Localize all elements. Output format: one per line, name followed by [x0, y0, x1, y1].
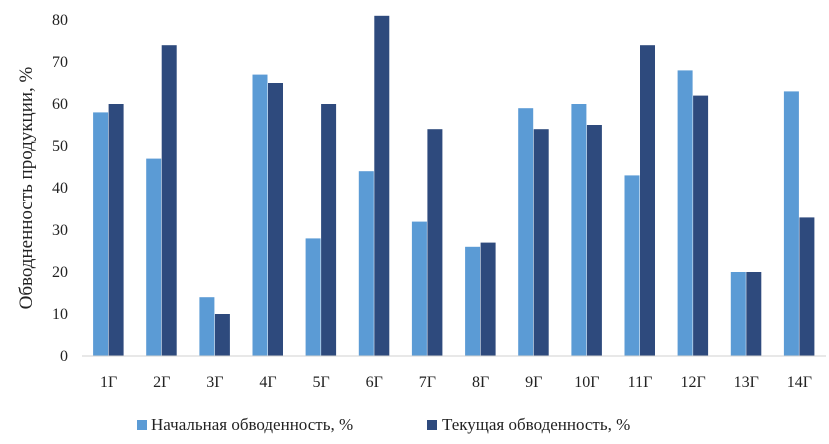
y-axis-title: Обводненность продукции, % [16, 66, 37, 309]
x-tick-label: 13Г [734, 374, 759, 391]
legend-swatch-current [427, 420, 437, 430]
x-tick-label: 10Г [574, 374, 599, 391]
bars-layer [93, 15, 815, 357]
x-tick-label: 6Г [366, 374, 383, 391]
y-tick-label: 40 [52, 180, 68, 197]
bar-initial [358, 171, 374, 356]
bar-initial [199, 297, 215, 356]
bar-current [427, 129, 443, 356]
x-tick-label: 3Г [206, 374, 223, 391]
bar-current [480, 242, 496, 356]
y-tick-label: 50 [52, 138, 68, 155]
legend-label-current: Текущая обводенность, % [442, 415, 630, 434]
bar-initial [624, 175, 640, 356]
bar-initial [146, 158, 162, 356]
bar-initial [411, 221, 427, 356]
bar-current [321, 104, 337, 356]
bar-current [586, 125, 602, 356]
x-tick-labels: 1Г 2Г 3Г 4Г 5Г 6Г 7Г 8Г 9Г 10Г 11Г 12Г 13Г 14Г [100, 374, 812, 391]
y-tick-label: 0 [60, 348, 68, 365]
bar-initial [571, 104, 587, 356]
bar-initial [305, 238, 321, 356]
y-tick-label: 60 [52, 96, 68, 113]
y-tick-label: 70 [52, 54, 68, 71]
bar-initial [465, 246, 481, 356]
x-tick-label: 12Г [680, 374, 705, 391]
legend-label-initial: Начальная обводенность, % [151, 415, 353, 434]
legend: Начальная обводенность, % Текущая обводе… [137, 415, 630, 434]
x-tick-label: 2Г [153, 374, 170, 391]
bar-current [214, 314, 230, 356]
x-tick-label: 5Г [312, 374, 329, 391]
bar-initial [677, 70, 693, 357]
bar-current [374, 15, 390, 357]
bar-current [746, 272, 762, 356]
bar-current [640, 45, 655, 356]
x-tick-label: 9Г [525, 374, 542, 391]
bar-current [161, 45, 177, 356]
bar-initial [518, 108, 534, 356]
y-tick-label: 10 [52, 306, 68, 323]
bar-initial [783, 91, 799, 357]
x-tick-label: 14Г [787, 374, 812, 391]
bar-initial [252, 74, 268, 356]
x-tick-label: 7Г [419, 374, 436, 391]
x-tick-label: 4Г [259, 374, 276, 391]
x-tick-label: 8Г [472, 374, 489, 391]
bar-initial [730, 272, 746, 356]
y-tick-labels: 0 10 20 30 40 50 60 70 80 [52, 12, 68, 365]
y-tick-label: 80 [52, 12, 68, 29]
bar-current [108, 104, 124, 356]
bar-current [268, 83, 283, 356]
x-tick-label: 1Г [100, 374, 117, 391]
bar-initial [93, 112, 109, 357]
x-tick-label: 11Г [628, 374, 653, 391]
bar-current [799, 217, 815, 356]
y-tick-label: 20 [52, 264, 68, 281]
bar-current [693, 95, 709, 356]
y-tick-label: 30 [52, 222, 68, 239]
legend-swatch-initial [137, 420, 147, 430]
bar-current [533, 129, 549, 356]
